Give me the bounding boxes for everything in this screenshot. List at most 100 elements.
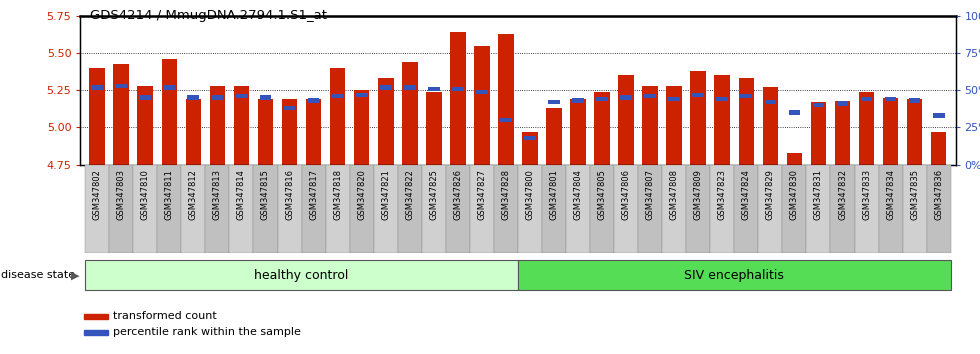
Bar (908, 98, 920, 103)
Bar (807, 165, 830, 253)
Text: GSM347836: GSM347836 (934, 169, 943, 220)
Bar (84, 314, 109, 319)
Bar (666, 86, 682, 165)
Bar (546, 108, 562, 165)
Text: GSM347817: GSM347817 (309, 169, 318, 220)
Bar (931, 132, 947, 165)
Bar (116, 84, 127, 88)
Text: GSM347813: GSM347813 (213, 169, 221, 220)
Bar (354, 90, 369, 165)
Bar (500, 118, 512, 122)
Bar (283, 106, 295, 110)
Bar (378, 78, 394, 165)
Bar (277, 165, 302, 253)
Bar (450, 32, 465, 165)
Bar (522, 132, 538, 165)
Bar (446, 165, 469, 253)
Bar (614, 165, 638, 253)
Bar (421, 165, 446, 253)
Bar (452, 86, 464, 91)
Bar (426, 92, 442, 165)
Bar (618, 75, 634, 165)
Text: GSM347818: GSM347818 (333, 169, 342, 220)
Bar (739, 78, 755, 165)
Bar (330, 68, 345, 165)
Text: GSM347831: GSM347831 (814, 169, 823, 220)
Bar (710, 165, 734, 253)
Bar (906, 99, 922, 165)
Text: GSM347814: GSM347814 (237, 169, 246, 220)
Text: GSM347832: GSM347832 (838, 169, 847, 220)
Text: disease state: disease state (1, 270, 75, 280)
Text: GSM347803: GSM347803 (117, 169, 125, 220)
Text: GSM347806: GSM347806 (621, 169, 630, 220)
Bar (302, 165, 325, 253)
Bar (691, 71, 706, 165)
Bar (229, 165, 254, 253)
Text: GSM347827: GSM347827 (477, 169, 486, 220)
Text: GSM347824: GSM347824 (742, 169, 751, 220)
Bar (114, 63, 129, 165)
Bar (570, 99, 586, 165)
Bar (306, 99, 321, 165)
Bar (164, 85, 175, 90)
Bar (89, 68, 105, 165)
Bar (158, 165, 181, 253)
Text: GSM347825: GSM347825 (429, 169, 438, 220)
Text: GSM347812: GSM347812 (189, 169, 198, 220)
Bar (181, 165, 206, 253)
Text: GSM347808: GSM347808 (669, 169, 679, 220)
Text: GSM347800: GSM347800 (525, 169, 534, 220)
Bar (356, 92, 368, 97)
Text: percentile rank within the sample: percentile rank within the sample (113, 327, 301, 337)
Bar (566, 165, 590, 253)
Bar (596, 97, 608, 101)
Bar (734, 165, 759, 253)
Bar (762, 87, 778, 165)
Bar (185, 99, 201, 165)
Text: GSM347833: GSM347833 (862, 169, 871, 220)
Bar (517, 260, 951, 290)
Bar (524, 136, 536, 140)
Text: GSM347828: GSM347828 (502, 169, 511, 220)
Text: GSM347830: GSM347830 (790, 169, 799, 220)
Text: transformed count: transformed count (113, 311, 217, 321)
Text: GSM347835: GSM347835 (910, 169, 919, 220)
Bar (84, 330, 109, 335)
Bar (350, 165, 373, 253)
Text: ▶: ▶ (71, 270, 79, 280)
Bar (373, 165, 398, 253)
Text: GSM347815: GSM347815 (261, 169, 270, 220)
Bar (210, 86, 225, 165)
Bar (642, 86, 658, 165)
Bar (759, 165, 782, 253)
Text: GSM347829: GSM347829 (766, 169, 775, 220)
Bar (885, 97, 897, 101)
Bar (258, 99, 273, 165)
Text: GSM347807: GSM347807 (646, 169, 655, 220)
Bar (308, 98, 319, 103)
Bar (878, 165, 903, 253)
Bar (187, 96, 199, 100)
Bar (542, 165, 566, 253)
Text: GSM347822: GSM347822 (406, 169, 415, 220)
Bar (380, 85, 392, 90)
Bar (212, 96, 223, 100)
Bar (398, 165, 421, 253)
Text: GSM347811: GSM347811 (165, 169, 173, 220)
Bar (332, 94, 343, 98)
Bar (927, 165, 951, 253)
Bar (883, 98, 899, 165)
Bar (686, 165, 710, 253)
Text: GSM347804: GSM347804 (573, 169, 582, 220)
Bar (860, 97, 872, 101)
Bar (572, 98, 584, 103)
Text: GDS4214 / MmugDNA.2794.1.S1_at: GDS4214 / MmugDNA.2794.1.S1_at (90, 9, 327, 22)
Bar (498, 34, 514, 165)
Text: GSM347816: GSM347816 (285, 169, 294, 220)
Bar (787, 153, 803, 165)
Bar (281, 99, 297, 165)
Bar (469, 165, 494, 253)
Bar (855, 165, 878, 253)
Text: GSM347821: GSM347821 (381, 169, 390, 220)
